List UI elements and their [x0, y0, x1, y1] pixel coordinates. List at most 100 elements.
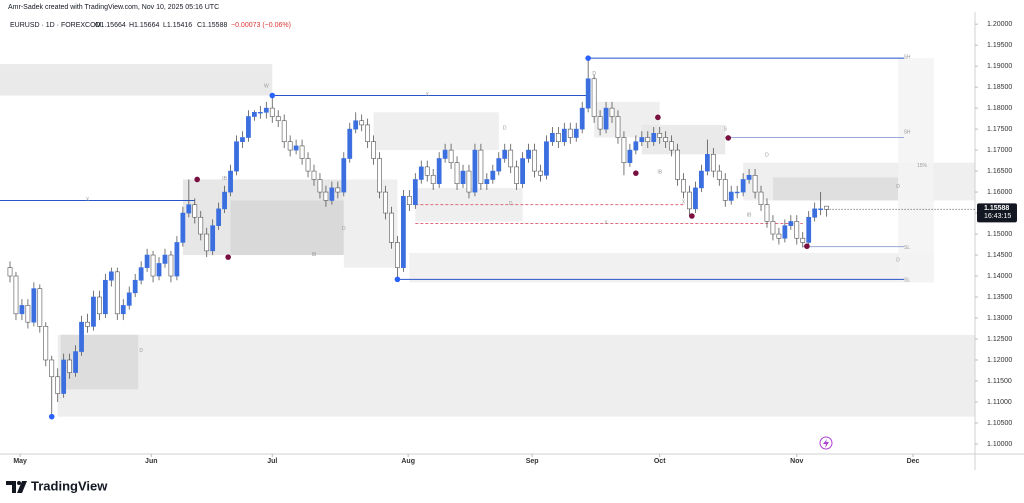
candle-body: [240, 137, 245, 143]
y-tick-label: 1.17500: [987, 126, 1012, 133]
ohlc-value: H1.15664: [129, 22, 159, 29]
candle-body: [323, 191, 329, 201]
candle-body: [371, 141, 376, 159]
candle-body: [156, 263, 162, 277]
candle-body: [436, 158, 442, 184]
candle-body: [734, 191, 740, 194]
candle-body: [442, 149, 448, 159]
candle-body: [13, 275, 19, 315]
candle-body: [818, 208, 824, 210]
candle-body: [31, 288, 37, 323]
candle-body: [657, 133, 663, 138]
candle-body: [91, 296, 96, 327]
annotation: X: [426, 92, 430, 98]
y-tick-label: 1.16500: [987, 168, 1012, 175]
candle-body: [716, 170, 722, 180]
swing-marker: [725, 135, 732, 141]
candle-body: [150, 254, 156, 277]
candle-body: [234, 141, 239, 172]
candle-body: [639, 137, 645, 143]
candle-body: [216, 208, 222, 226]
countdown: 16:43:15: [984, 213, 1011, 220]
candle-body: [186, 204, 192, 214]
annotation: SL: [904, 277, 910, 283]
price-tag: [977, 203, 1017, 223]
logo-mark: [6, 481, 16, 493]
candle-body: [389, 212, 394, 243]
candle-body: [204, 233, 210, 252]
candle-body: [198, 216, 204, 235]
symbol: EURUSD · 1D · FOREXCOM: [10, 22, 102, 29]
zone: [409, 252, 934, 283]
logo-slash: [17, 481, 27, 493]
candle-body: [359, 120, 365, 126]
y-tick-label: 1.18500: [987, 84, 1012, 91]
annotation: D: [139, 348, 143, 354]
candle-body: [269, 107, 275, 117]
candle-body: [305, 158, 311, 172]
candle-body: [561, 128, 567, 143]
annotation: SH: [904, 55, 911, 61]
y-tick-label: 1.12000: [987, 357, 1012, 364]
candle-body: [287, 141, 293, 151]
y-tick-label: 1.20000: [987, 21, 1012, 28]
candle-body: [788, 221, 794, 226]
candle-body: [49, 359, 55, 378]
annotation: IB: [657, 170, 662, 176]
ohlc-legend: O1.15664 H1.15664 L1.15416 C1.15588 −0.00073…: [95, 22, 291, 29]
candle-body: [663, 137, 669, 143]
x-tick-label: Nov: [790, 458, 803, 465]
candle-body: [550, 133, 555, 143]
candle-body: [603, 107, 609, 130]
annotation: D: [896, 258, 900, 264]
candle-body: [544, 141, 549, 176]
annotation: D: [765, 153, 769, 159]
candle-body: [687, 191, 692, 210]
annotation: D: [896, 184, 900, 190]
swing-marker: [585, 55, 591, 61]
candle-body: [812, 208, 818, 218]
swing-marker: [689, 213, 695, 219]
candle-body: [514, 166, 520, 184]
x-tick-label: Jun: [145, 458, 157, 465]
zone: [230, 200, 344, 256]
annotation: IB: [222, 176, 227, 182]
candle-body: [693, 187, 698, 210]
candle-body: [252, 112, 257, 117]
candle-body: [770, 221, 776, 235]
candle-body: [19, 305, 25, 315]
candle-body: [228, 170, 233, 193]
candle-body: [329, 187, 335, 201]
candle-body: [383, 191, 388, 214]
candle-body: [132, 279, 138, 294]
y-tick-label: 1.10500: [987, 420, 1012, 427]
event-bolt: [823, 439, 829, 448]
zone: [772, 177, 899, 201]
candle-body: [377, 158, 382, 193]
candle-body: [126, 292, 132, 306]
y-tick-label: 1.11500: [987, 378, 1012, 385]
y-tick-label: 1.17000: [987, 147, 1012, 154]
candle-body: [299, 145, 305, 159]
candle-body: [43, 326, 49, 361]
candle-body: [520, 158, 525, 184]
annotation: IB: [312, 252, 317, 258]
annotation: IB: [747, 212, 752, 218]
candle-body: [281, 120, 287, 143]
candle-body: [627, 149, 633, 163]
price-tag-label: 1.15588: [984, 205, 1009, 212]
candle-body: [466, 170, 472, 193]
candle-body: [7, 267, 13, 277]
candle-body: [424, 166, 430, 176]
zone: [898, 58, 934, 283]
candle-body: [794, 221, 800, 239]
zone: [0, 64, 273, 96]
candle-body: [490, 170, 496, 180]
annotation: D: [342, 226, 346, 232]
candle-body: [317, 179, 323, 193]
candle-body: [621, 137, 627, 163]
y-tick-label: 1.11000: [987, 399, 1012, 406]
candle-body: [418, 166, 424, 180]
candle-body: [484, 179, 490, 184]
candle-body: [532, 149, 537, 172]
